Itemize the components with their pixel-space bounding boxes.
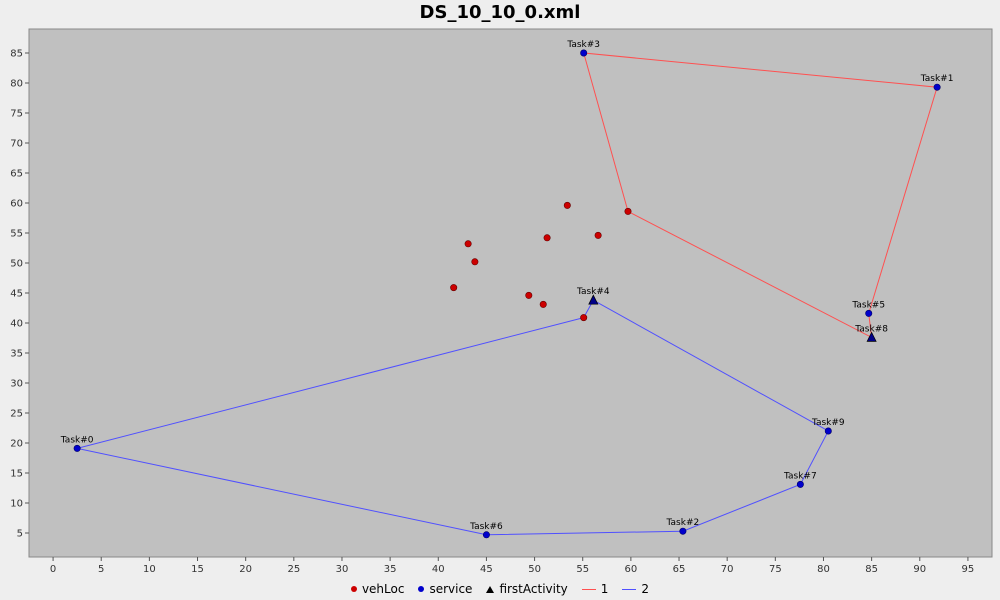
service-point (482, 531, 490, 539)
x-tick-label: 30 (336, 564, 349, 575)
task-label: Task#6 (469, 522, 503, 532)
plot-area (28, 28, 993, 558)
x-tick-label: 60 (625, 564, 638, 575)
service-point (865, 309, 873, 317)
y-tick-label: 65 (10, 169, 23, 180)
x-tick-label: 20 (239, 564, 252, 575)
x-tick-label: 50 (528, 564, 541, 575)
x-tick-label: 85 (865, 564, 878, 575)
legend-item-service: service (418, 582, 472, 596)
x-tick-label: 70 (721, 564, 734, 575)
route-line-2 (77, 299, 829, 536)
x-tick-label: 25 (287, 564, 300, 575)
legend-service-marker (418, 586, 425, 592)
route-line-1 (583, 52, 938, 339)
y-tick-label: 5 (17, 529, 23, 540)
x-tick-label: 0 (50, 564, 56, 575)
legend-firstactivity-label: firstActivity (499, 582, 568, 596)
route-lines (77, 52, 938, 536)
y-tick-label: 10 (10, 499, 23, 510)
task-label: Task#4 (576, 287, 610, 297)
vehloc-point (563, 201, 571, 209)
x-tick-label: 90 (913, 564, 926, 575)
y-tick-label: 30 (10, 379, 23, 390)
x-tick-label: 80 (817, 564, 830, 575)
legend-service-label: service (429, 582, 473, 596)
y-tick-label: 20 (10, 439, 23, 450)
task-label: Task#2 (666, 518, 700, 528)
y-tick-label: 50 (10, 259, 23, 270)
legend-item-firstactivity: firstActivity (486, 582, 568, 596)
axes: 0 5 10 15 20 25 30 35 40 45 50 55 60 65 70 75 80 85 90 95 5 1… (10, 49, 974, 576)
x-tick-label: 45 (480, 564, 493, 575)
vehloc-point (471, 258, 479, 266)
service-point (796, 480, 804, 488)
data-points (73, 49, 941, 539)
task-label: Task#7 (783, 471, 817, 481)
x-tick-label: 35 (384, 564, 397, 575)
y-tick-label: 70 (10, 139, 23, 150)
task-label: Task#3 (566, 40, 600, 50)
x-tick-label: 40 (432, 564, 445, 575)
vehloc-point (594, 231, 602, 239)
service-point (679, 527, 687, 535)
x-tick-label: 5 (98, 564, 104, 575)
task-labels: Task#0 Task#1 Task#2 Task#3 Task#5 Task#6 Task… (60, 40, 954, 532)
y-tick-label: 80 (10, 79, 23, 90)
legend-vehloc-marker (350, 586, 357, 592)
legend-vehloc-label: vehLoc (361, 582, 405, 596)
vehloc-point (580, 314, 588, 322)
vehloc-point (525, 291, 533, 299)
x-tick-label: 95 (962, 564, 975, 575)
legend-item-route-1: 1 (581, 582, 609, 596)
legend-route-1-label: 1 (600, 582, 609, 596)
chart-title: DS_10_10_0.xml (419, 2, 581, 23)
y-tick-label: 75 (10, 109, 23, 120)
y-tick-label: 55 (10, 229, 23, 240)
legend-item-route-2: 2 (622, 582, 649, 596)
first-activity-point (588, 294, 599, 305)
task-label: Task#5 (851, 300, 885, 310)
first-activity-point (866, 331, 877, 342)
legend-firstactivity-marker (486, 585, 495, 593)
y-tick-label: 40 (10, 319, 23, 330)
y-tick-label: 15 (10, 469, 23, 480)
vehloc-point (450, 284, 458, 292)
vehloc-point (543, 234, 551, 242)
task-label: Task#0 (60, 435, 94, 445)
service-point (824, 427, 832, 435)
legend-route-2-line (622, 588, 637, 590)
vehloc-point (464, 240, 472, 248)
legend-item-vehloc: vehLoc (350, 582, 405, 596)
legend-route-2-label: 2 (641, 582, 650, 596)
y-tick-label: 35 (10, 349, 23, 360)
x-tick-label: 55 (576, 564, 589, 575)
x-tick-label: 10 (143, 564, 156, 575)
task-label: Task#1 (920, 74, 954, 84)
legend: vehLoc service firstActivity 1 2 (0, 582, 1000, 596)
service-point (580, 49, 588, 57)
x-tick-label: 15 (191, 564, 204, 575)
task-label: Task#8 (854, 324, 888, 334)
vehloc-point (624, 207, 632, 215)
vehloc-point (539, 300, 547, 308)
y-tick-label: 45 (10, 289, 23, 300)
service-point (73, 444, 81, 452)
x-tick-label: 65 (673, 564, 686, 575)
task-label: Task#9 (811, 418, 845, 428)
legend-route-1-line (581, 588, 596, 590)
x-tick-label: 75 (769, 564, 782, 575)
y-tick-label: 85 (10, 49, 23, 60)
y-tick-label: 60 (10, 199, 23, 210)
service-point (933, 83, 941, 91)
y-tick-label: 25 (10, 409, 23, 420)
